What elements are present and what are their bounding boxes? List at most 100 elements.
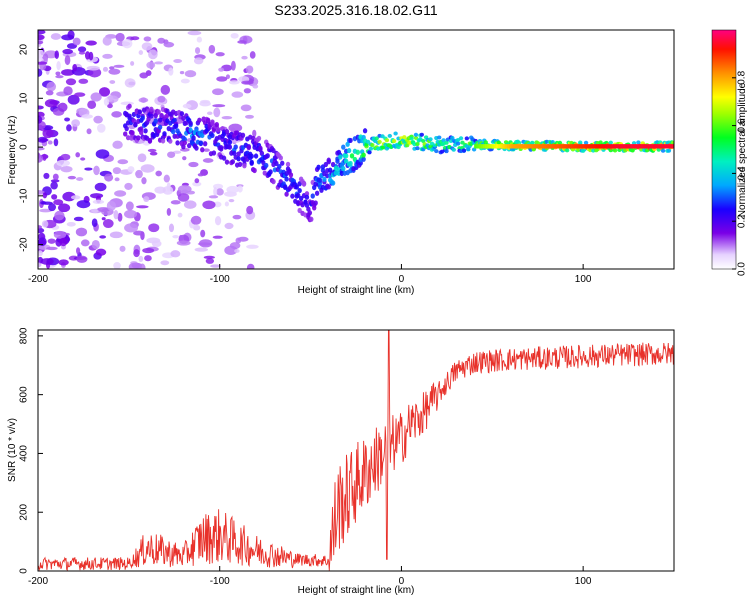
spectrogram-noise-blob (245, 65, 254, 74)
spectrogram-noise-blob (237, 185, 243, 193)
spectrogram-ridge-cell (312, 205, 317, 211)
spectrogram-noise-blob (111, 111, 122, 118)
spectrogram-ridge-core (487, 144, 490, 149)
spectrogram-noise-blob (102, 53, 113, 59)
spectrogram-ridge-cell (304, 194, 310, 200)
spectrogram-noise-blob (160, 84, 171, 95)
spectrogram-ridge-cell (143, 128, 148, 134)
spectrogram-noise-blob (149, 151, 158, 156)
spectrogram-ridge-cell (466, 147, 471, 152)
spectrogram-noise-blob (197, 173, 204, 177)
colorbar-tick-label: 0.8 (737, 70, 748, 84)
spectrogram-ridge-cell (290, 193, 295, 199)
spectrogram-ridge-cell (127, 103, 132, 109)
spectrogram-ridge-core (532, 144, 536, 149)
spectrogram-noise-blob (212, 235, 223, 239)
spectrogram-ridge-cell (274, 160, 279, 167)
spectrogram-noise-blob (208, 44, 216, 54)
spectrogram-noise-blob (54, 210, 65, 221)
spectrogram-noise-blob (92, 199, 105, 205)
spectrogram-y-tick-label: 10 (19, 92, 30, 104)
colorbar-tick-label: 0.2 (737, 214, 748, 228)
spectrogram-noise-blob (183, 200, 197, 209)
spectrogram-ridge-cell (137, 109, 142, 115)
spectrogram-noise-blob (216, 76, 228, 82)
spectrogram-ridge-cell (421, 138, 426, 143)
spectrogram-ridge-cell (612, 148, 618, 153)
spectrogram-ridge-core (511, 144, 514, 149)
spectrogram-noise-blob (58, 259, 69, 266)
spectrogram-ridge-cell (230, 159, 235, 165)
spectrogram-noise-blob (184, 70, 197, 78)
spectrogram-noise-blob (106, 200, 116, 211)
spectrogram-noise-blob (112, 167, 122, 175)
spectrogram-noise-blob (119, 245, 126, 252)
spectrogram-noise-blob (61, 69, 75, 76)
spectrogram-ridge-cell (149, 113, 154, 119)
spectrogram-ridge-cell (211, 127, 217, 133)
spectrogram-ridge-core (655, 144, 658, 149)
spectrogram-ridge-cell (160, 138, 166, 144)
spectrogram-noise-blob (237, 40, 247, 44)
spectrogram-ridge-core (604, 144, 608, 149)
spectrogram-noise-blob (38, 30, 46, 35)
spectrogram-ridge-core (589, 144, 593, 149)
spectrogram-noise-blob (53, 199, 64, 206)
spectrogram-ridge-cell (210, 132, 215, 139)
spectrogram-ridge-cell (191, 135, 196, 141)
spectrogram-noise-blob (60, 165, 73, 173)
spectrogram-noise-blob (43, 172, 50, 179)
spectrogram-ridge-cell (252, 167, 257, 174)
spectrogram-ridge-cell (458, 136, 464, 141)
spectrogram-ridge-cell (288, 172, 294, 178)
spectrogram-ridge-cell (236, 156, 241, 162)
spectrogram-ridge-cell (419, 132, 424, 137)
spectrogram-ridge-cell (361, 156, 366, 162)
spectrogram-ridge-cell (343, 153, 349, 159)
spectrogram-ridge-core (596, 144, 599, 149)
spectrogram-ridge-cell (224, 159, 230, 165)
spectrogram-noise-blob (113, 210, 119, 220)
snr-x-axis-label: Height of straight line (km) (298, 585, 415, 596)
spectrogram-ridge-core (567, 144, 571, 149)
spectrogram-frame (37, 29, 675, 270)
spectrogram-ridge-core (543, 144, 547, 149)
spectrogram-ridge-cell (265, 153, 270, 159)
spectrogram-ridge-cell (464, 136, 470, 141)
spectrogram-noise-blob (76, 200, 91, 209)
spectrogram-ridge-core (506, 144, 510, 149)
spectrogram-noise-blob (102, 219, 114, 229)
spectrogram-noise-blob (101, 217, 106, 221)
spectrogram-noise-blob (102, 66, 109, 72)
spectrogram-ridge-core (530, 144, 534, 149)
spectrogram-ridge-cell (455, 141, 461, 146)
spectrogram-ridge-cell (345, 141, 350, 147)
spectrogram-noise-blob (203, 255, 215, 259)
spectrogram-ridge-core (524, 144, 527, 149)
spectrogram-noise-blob (168, 223, 175, 233)
spectrogram-noise-blob (80, 157, 86, 161)
spectrogram-noise-blob (97, 123, 106, 133)
spectrogram-ridge-core (609, 144, 612, 149)
spectrogram-ridge-cell (259, 150, 265, 156)
spectrogram-noise-blob (163, 41, 175, 48)
spectrogram-ridge-core (504, 144, 508, 149)
spectrogram-noise-blob (124, 182, 133, 190)
spectrogram-ridge-core (474, 144, 477, 149)
spectrogram-noise-blob (226, 185, 239, 194)
spectrogram-noise-blob (113, 64, 125, 68)
spectrogram-noise-blob (210, 264, 221, 268)
spectrogram-noise-blob (39, 138, 49, 142)
spectrogram-noise-blob (234, 249, 240, 253)
spectrogram-noise-blob (212, 88, 224, 96)
spectrogram-noise-blob (84, 51, 91, 60)
spectrogram-noise-blob (190, 215, 202, 225)
spectrogram-noise-blob (46, 246, 58, 251)
spectrogram-ridge-cell (198, 140, 204, 146)
spectrogram-ridge-cell (415, 146, 420, 151)
spectrogram-ridge-core (661, 144, 665, 149)
spectrogram-ridge-cell (153, 118, 158, 124)
spectrogram-ridge-cell (402, 135, 407, 140)
spectrogram-noise-blob (213, 201, 222, 208)
spectrogram-noise-blob (57, 203, 71, 213)
